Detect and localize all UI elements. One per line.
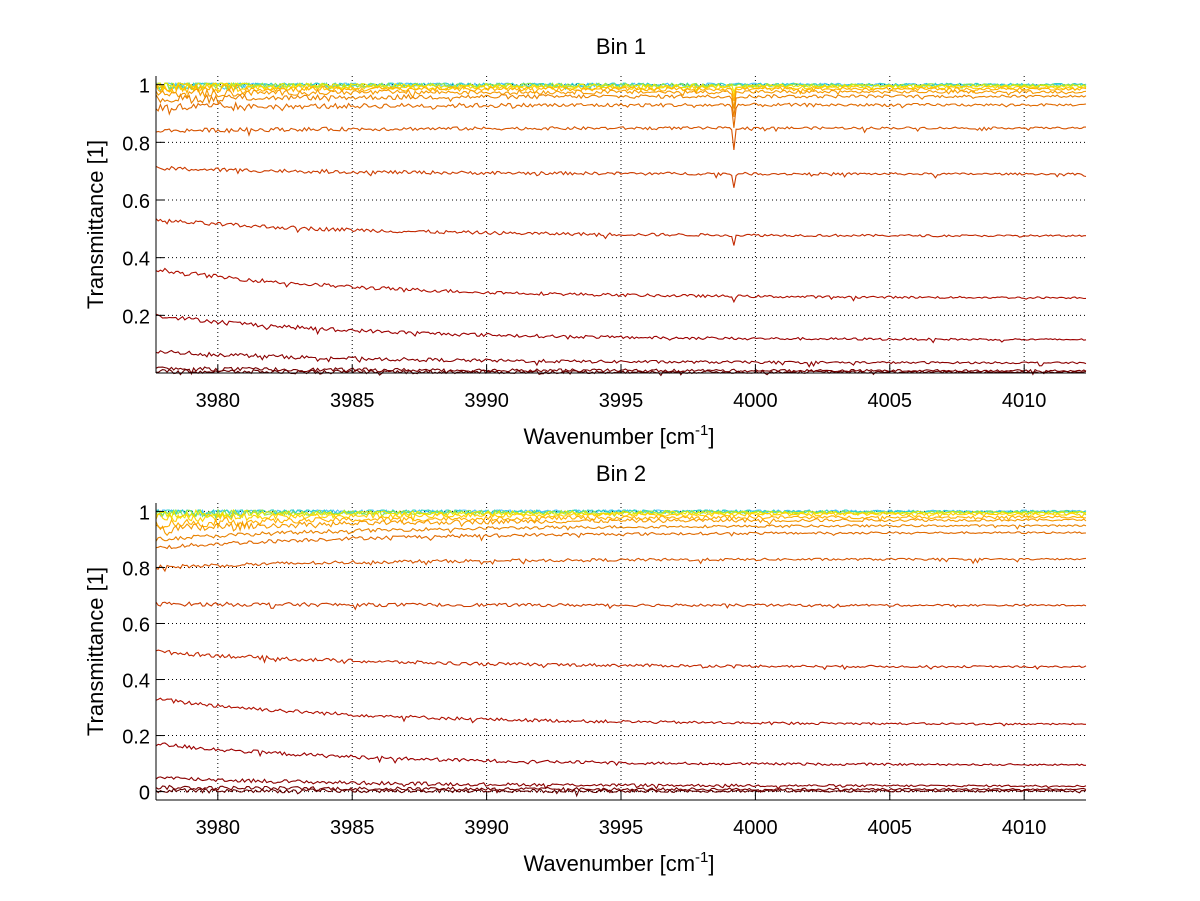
series-line <box>155 518 1087 537</box>
series-line <box>155 93 1087 117</box>
series-line <box>155 511 1087 523</box>
x-tick-label: 4010 <box>1002 817 1047 839</box>
series-line <box>155 601 1087 611</box>
y-tick-label: 1 <box>139 502 150 524</box>
series-line <box>155 125 1086 150</box>
y-tick-label: 0.8 <box>122 133 150 155</box>
y-tick-label: 0.6 <box>122 614 150 636</box>
chart-title: Bin 1 <box>596 34 646 59</box>
series-line <box>155 83 1087 101</box>
y-axis-label: Transmittance [1] <box>83 567 108 736</box>
series-line <box>155 101 1087 128</box>
series-line <box>155 649 1087 671</box>
y-tick-label: 1 <box>139 76 150 98</box>
x-tick-label: 4005 <box>868 817 913 839</box>
y-tick-label: 0 <box>139 783 150 805</box>
x-tick-label: 3990 <box>464 817 509 839</box>
x-tick-label: 4000 <box>733 817 778 839</box>
series-line <box>155 531 1087 550</box>
y-tick-label: 0.8 <box>122 558 150 580</box>
series-line <box>155 524 1087 542</box>
series-line <box>155 165 1087 188</box>
series-line <box>155 313 1087 344</box>
series-line <box>155 349 1087 368</box>
chart-panel-2: 3980 3985 3990 3995 4000 4005 4010 0 0.2 0.4 0.6 0.… <box>83 461 1087 876</box>
x-tick-label: 3985 <box>330 390 375 412</box>
x-tick-label: 3980 <box>196 390 241 412</box>
y-tick-label: 0.4 <box>122 671 150 693</box>
y-tick-label: 0.4 <box>122 249 150 271</box>
x-axis-label: Wavenumber [cm-1] <box>523 849 714 876</box>
y-tick-label: 0.2 <box>122 727 150 749</box>
x-tick-label: 3990 <box>464 390 509 412</box>
x-tick-label: 4005 <box>868 390 913 412</box>
x-tick-label: 4010 <box>1002 390 1047 412</box>
y-tick-label: 0.2 <box>122 306 150 328</box>
series-line <box>155 697 1086 727</box>
series-line <box>155 81 1087 94</box>
x-tick-label: 3995 <box>599 390 644 412</box>
y-tick-label: 0.6 <box>122 191 150 213</box>
y-axis-label: Transmittance [1] <box>83 140 108 309</box>
chart-panel-1: 3980 3985 3990 3995 4000 4005 4010 0.2 0.4 0.6 0.8… <box>83 34 1087 449</box>
series-line <box>155 742 1086 767</box>
x-tick-label: 3980 <box>196 817 241 839</box>
series-line <box>155 776 1087 790</box>
x-axis-label: Wavenumber [cm-1] <box>523 422 714 449</box>
series-line <box>155 514 1087 530</box>
x-tick-label: 3985 <box>330 817 375 839</box>
x-tick-label: 3995 <box>599 817 644 839</box>
series-line <box>155 557 1087 573</box>
series-line <box>155 81 1087 92</box>
series-line <box>155 267 1087 304</box>
series-line <box>155 87 1087 109</box>
series-line <box>155 788 1086 798</box>
chart-title: Bin 2 <box>596 461 646 486</box>
x-tick-label: 4000 <box>733 390 778 412</box>
series-line <box>155 218 1086 246</box>
